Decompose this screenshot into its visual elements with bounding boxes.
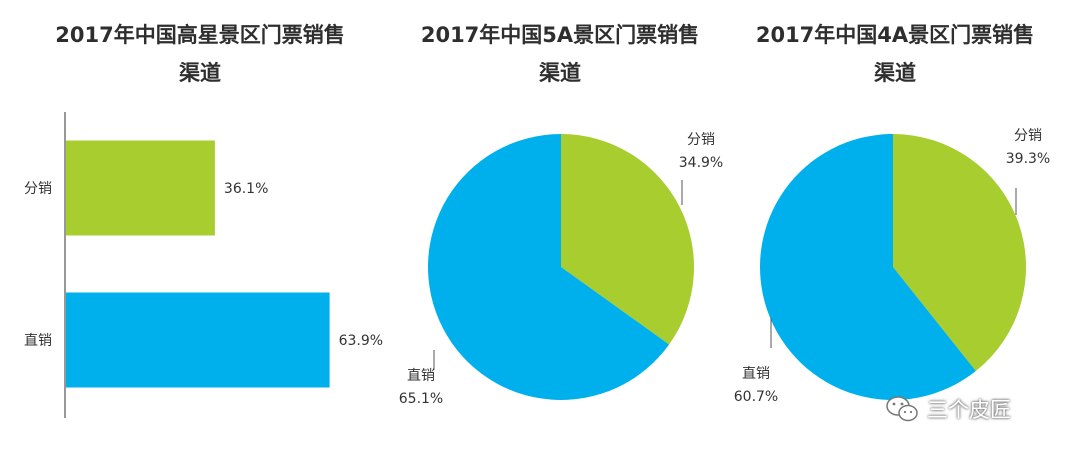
bar-category-label-0: 分销 [24, 181, 52, 197]
pie2-slice-0 [893, 134, 1026, 372]
pie2-category-label-0: 分销 [1014, 128, 1042, 144]
watermark: 三个皮匠 [885, 392, 1011, 426]
pie1-value-label-1: 65.1% [399, 391, 443, 407]
pie2-slice-1 [759, 134, 976, 401]
watermark-text: 三个皮匠 [927, 398, 1011, 422]
bar-category-label-1: 直销 [24, 332, 52, 349]
pie2-value-label-1: 60.7% [734, 389, 778, 405]
wechat-icon [886, 396, 918, 422]
pie2-value-label-0: 39.3% [1006, 151, 1050, 167]
chart-title-high-star: 2017年中国高星景区门票销售 渠道 [55, 23, 345, 85]
pie1-category-label-0: 分销 [687, 132, 715, 148]
bar-value-label-0: 36.1% [224, 181, 268, 197]
pie1-slice-1 [428, 134, 670, 400]
bar-1 [66, 292, 330, 388]
pie2-category-label-1: 直销 [742, 365, 770, 382]
pie1-category-label-1: 直销 [407, 367, 435, 384]
pie1-slice-0 [561, 134, 695, 345]
bar-0 [66, 140, 215, 236]
chart-title-4a: 2017年中国4A景区门票销售 渠道 [755, 23, 1035, 85]
pie1-value-label-0: 34.9% [679, 155, 723, 171]
bar-value-label-1: 63.9% [339, 333, 383, 349]
chart-title-5a: 2017年中国5A景区门票销售 渠道 [420, 23, 700, 85]
